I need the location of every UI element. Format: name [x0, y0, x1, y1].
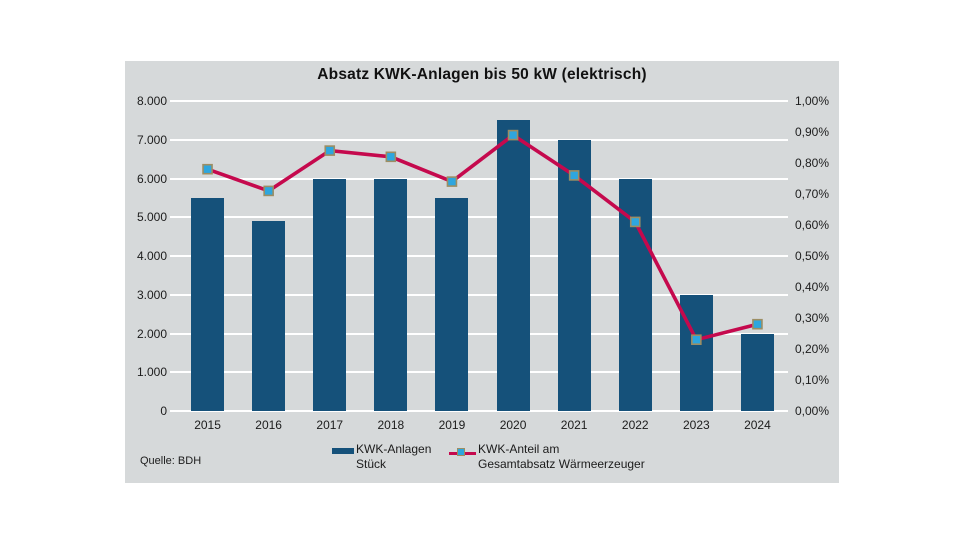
legend-label-line-line2: Gesamtabsatz Wärmeerzeuger	[478, 457, 645, 471]
line-marker-2018	[385, 151, 397, 163]
plot-area	[170, 100, 788, 412]
bar-2015	[191, 197, 225, 411]
right-axis-label: 1,00%	[795, 94, 830, 108]
legend-label-bars: KWK-Anlagen Stück	[356, 442, 431, 472]
bar-2019	[435, 197, 469, 411]
line-marker-2019	[446, 176, 458, 187]
right-axis-label: 0,10%	[795, 373, 830, 387]
legend-label-bars-line1: KWK-Anlagen	[356, 442, 432, 456]
line-marker-2024	[752, 318, 763, 330]
legend-bar-swatch	[332, 448, 354, 454]
left-axis-label: 7.000	[136, 132, 167, 147]
right-axis-label: 0,30%	[795, 311, 830, 325]
line-marker-2023	[691, 334, 702, 345]
gridline	[170, 293, 788, 296]
gridline	[170, 138, 788, 141]
gridline	[170, 371, 788, 374]
kwk-anteil-line	[202, 129, 763, 345]
left-axis-label: 3.000	[136, 287, 167, 302]
line-marker-2021	[568, 170, 580, 181]
left-axis-label: 2.000	[136, 326, 167, 341]
bar-2020	[496, 120, 530, 411]
x-axis-label-2021: 2021	[560, 418, 588, 432]
left-axis-label: 6.000	[136, 171, 167, 186]
x-axis-label-2016: 2016	[255, 418, 282, 432]
line-marker-2022	[629, 216, 641, 228]
right-axis-label: 0,20%	[795, 342, 830, 356]
line-marker-2016	[263, 185, 274, 197]
x-axis-label-2018: 2018	[377, 418, 405, 432]
legend-label-bars-line2: Stück	[356, 457, 387, 471]
bar-2016	[252, 221, 286, 411]
bar-2017	[313, 178, 347, 411]
legend-line-marker-icon	[457, 447, 465, 456]
x-axis-label-2023: 2023	[682, 418, 710, 432]
line-marker-2015	[202, 163, 213, 175]
x-axis-label-2019: 2019	[438, 418, 466, 432]
legend-label-line: KWK-Anteil am Gesamtabsatz Wärmeerzeuger	[478, 442, 645, 472]
gridline	[170, 255, 788, 257]
gridline	[170, 216, 788, 219]
right-axis-label: 0,00%	[795, 404, 830, 418]
line-marker-2020	[507, 129, 519, 141]
x-axis-label-2020: 2020	[499, 418, 527, 432]
right-axis-label: 0,50%	[795, 249, 830, 263]
left-axis-label: 0	[160, 404, 167, 418]
bar-2023	[679, 294, 713, 411]
gridline	[170, 100, 788, 102]
gridline	[170, 410, 788, 412]
left-axis-label: 5.000	[136, 210, 167, 225]
right-axis-label: 0,80%	[795, 156, 830, 170]
legend-label-line-line1: KWK-Anteil am	[478, 442, 560, 456]
x-axis-label-2015: 2015	[194, 418, 221, 432]
x-axis-label-2022: 2022	[621, 418, 649, 432]
x-axis-label-2024: 2024	[744, 418, 771, 432]
right-axis-label: 0,70%	[795, 187, 830, 201]
gridline	[170, 332, 788, 335]
line-path	[206, 132, 758, 342]
bar-2024	[740, 333, 774, 411]
x-axis-label-2017: 2017	[316, 418, 344, 432]
chart-panel-background	[125, 61, 839, 483]
right-axis-label: 0,90%	[795, 125, 830, 139]
right-axis-label: 0,40%	[795, 280, 830, 294]
left-axis-label: 8.000	[136, 94, 167, 108]
gridline	[170, 177, 788, 180]
source-note: Quelle: BDH	[140, 455, 202, 467]
right-axis-label: 0,60%	[795, 218, 830, 232]
left-axis-label: 1.000	[136, 365, 167, 380]
left-axis-label: 4.000	[136, 249, 167, 263]
chart-title: Absatz KWK-Anlagen bis 50 kW (elektrisch…	[317, 66, 647, 83]
line-marker-2017	[324, 145, 336, 156]
bar-2018	[374, 178, 408, 411]
